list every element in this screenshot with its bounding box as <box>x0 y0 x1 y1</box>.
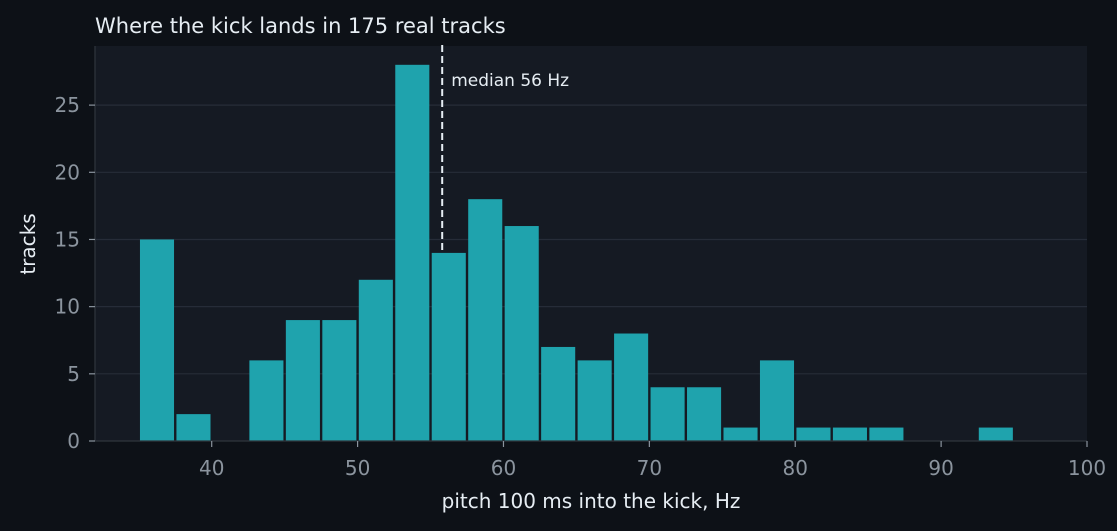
histogram-bar <box>650 387 685 441</box>
histogram-bar <box>614 333 649 441</box>
median-label: median 56 Hz <box>451 71 569 91</box>
histogram-bar <box>759 360 795 441</box>
histogram-bar <box>395 64 430 442</box>
x-tick-label: 80 <box>783 456 808 480</box>
x-tick-label: 70 <box>637 456 662 480</box>
histogram-bar <box>139 239 175 441</box>
histogram-bar <box>723 427 758 441</box>
histogram-bar <box>249 360 284 441</box>
axes <box>94 46 1087 442</box>
histogram-bar <box>431 252 466 441</box>
histogram-bar <box>832 427 867 441</box>
histogram-bar <box>504 226 539 441</box>
x-axis-ticks: 40 50 60 70 80 90 100 <box>199 441 1106 480</box>
y-tick-label: 25 <box>55 93 80 117</box>
histogram-bar <box>978 427 1013 441</box>
x-tick-label: 60 <box>491 456 516 480</box>
histogram-bar <box>322 320 357 441</box>
x-tick-label: 90 <box>928 456 953 480</box>
histogram-bar <box>541 346 576 441</box>
bars <box>139 64 1013 442</box>
x-tick-label: 40 <box>199 456 224 480</box>
y-axis-label: tracks <box>16 213 40 274</box>
histogram-bar <box>687 387 722 441</box>
histogram-bar <box>358 279 393 441</box>
histogram-bar <box>468 199 503 441</box>
histogram-bar <box>869 427 904 441</box>
x-tick-label: 50 <box>345 456 370 480</box>
y-tick-label: 10 <box>55 295 80 319</box>
y-tick-label: 5 <box>67 362 80 386</box>
histogram-bar <box>796 427 831 441</box>
y-tick-label: 20 <box>55 160 80 184</box>
x-axis-label: pitch 100 ms into the kick, Hz <box>442 489 741 513</box>
x-tick-label: 100 <box>1068 456 1106 480</box>
y-tick-label: 0 <box>67 429 80 453</box>
histogram-bar <box>577 360 612 441</box>
histogram-bar <box>285 320 320 441</box>
histogram-bar <box>176 414 211 441</box>
chart-title: Where the kick lands in 175 real tracks <box>95 14 506 38</box>
y-tick-label: 15 <box>55 227 80 251</box>
y-axis-ticks: 0 5 10 15 20 25 <box>55 93 95 453</box>
median-marker: median 56 Hz <box>441 45 569 253</box>
